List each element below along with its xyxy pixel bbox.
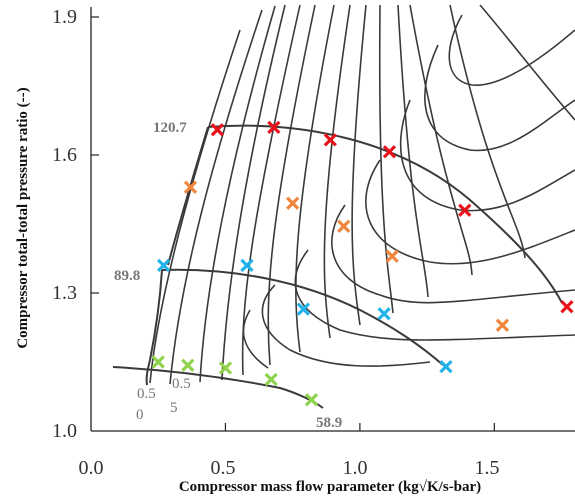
map-line: [221, 4, 286, 381]
y-tick-label: 1.3: [52, 282, 77, 304]
map-line: [351, 4, 367, 326]
marker-stroke: [296, 302, 311, 316]
data-point-marker: [377, 307, 391, 321]
data-point-marker: [337, 219, 351, 233]
marker-stroke: [264, 372, 278, 387]
data-point-marker: [296, 302, 311, 316]
data-point-marker: [385, 249, 399, 263]
map-line: [365, 159, 575, 265]
map-line: [331, 204, 575, 304]
map-line: [199, 5, 276, 383]
marker-stroke: [151, 355, 165, 369]
annotation-label: 5: [170, 400, 178, 416]
annotation-label: 0: [136, 407, 144, 423]
map-lines: [149, 4, 575, 385]
data-point-marker: [267, 120, 281, 135]
map-line: [323, 4, 351, 339]
map-line: [448, 14, 575, 86]
speed-line: [167, 126, 209, 266]
map-line: [409, 4, 473, 276]
data-point-marker: [439, 359, 453, 374]
marker-stroke: [286, 196, 300, 210]
data-point-marker: [218, 361, 233, 375]
map-line: [149, 29, 241, 384]
x-tick-label: 0.5: [211, 457, 236, 479]
speed-label-120-7: 120.7: [153, 120, 187, 136]
map-line: [294, 249, 575, 341]
speed-line: [145, 269, 163, 386]
marker-stroke: [439, 359, 453, 374]
x-tick-label: 1.5: [475, 457, 500, 479]
y-axis-title: Compressor total-total pressure ratio (-…: [15, 87, 31, 348]
y-tick-label: 1.6: [52, 144, 77, 166]
marker-stroke: [385, 249, 399, 263]
markers: [151, 120, 574, 407]
data-point-marker: [286, 196, 300, 210]
speed-label-89-8: 89.8: [114, 268, 140, 284]
data-point-marker: [304, 393, 319, 407]
data-point-marker: [181, 358, 195, 372]
x-axis-title: Compressor mass flow parameter (kg√K/s-b…: [179, 479, 481, 495]
marker-stroke: [382, 145, 397, 159]
speed-line: [161, 268, 444, 366]
marker-stroke: [156, 258, 171, 273]
map-line: [295, 4, 335, 353]
data-point-marker: [495, 318, 510, 332]
marker-stroke: [560, 300, 574, 314]
map-line: [241, 4, 301, 376]
map-line: [479, 4, 575, 121]
data-point-marker: [240, 258, 254, 273]
marker-stroke: [458, 203, 472, 217]
y-tick-label: 1.0: [52, 420, 77, 442]
marker-stroke: [183, 180, 198, 194]
axes: [90, 7, 575, 432]
map-line: [424, 44, 575, 152]
x-tick-label: 0.0: [79, 457, 104, 479]
map-line: [261, 284, 431, 367]
marker-stroke: [377, 307, 391, 321]
map-line: [378, 4, 394, 314]
data-point-marker: [382, 145, 397, 159]
marker-stroke: [323, 133, 337, 147]
map-line: [169, 9, 263, 385]
x-tick-label: 1.0: [343, 457, 368, 479]
marker-stroke: [267, 120, 281, 135]
data-point-marker: [156, 258, 171, 273]
data-point-marker: [183, 180, 198, 194]
marker-stroke: [210, 123, 225, 137]
annotation-label: 0.5: [172, 376, 191, 392]
y-tick-label: 1.9: [52, 6, 77, 28]
marker-stroke: [304, 393, 319, 407]
data-point-marker: [458, 203, 472, 217]
marker-stroke: [337, 219, 351, 233]
marker-stroke: [218, 361, 233, 375]
data-point-marker: [264, 372, 278, 387]
map-line: [242, 309, 269, 369]
map-line: [397, 4, 429, 298]
map-line: [267, 4, 316, 366]
marker-stroke: [181, 358, 195, 372]
data-point-marker: [210, 123, 225, 137]
marker-stroke: [495, 318, 510, 332]
data-point-marker: [151, 355, 165, 369]
data-point-marker: [560, 300, 574, 314]
speed-label-58-9: 58.9: [316, 415, 342, 431]
data-point-marker: [323, 133, 337, 147]
annotation-label: 0.5: [137, 386, 156, 402]
speed-line: [207, 124, 563, 304]
marker-stroke: [240, 258, 254, 273]
map-line: [399, 99, 575, 212]
map-line: [449, 4, 526, 259]
